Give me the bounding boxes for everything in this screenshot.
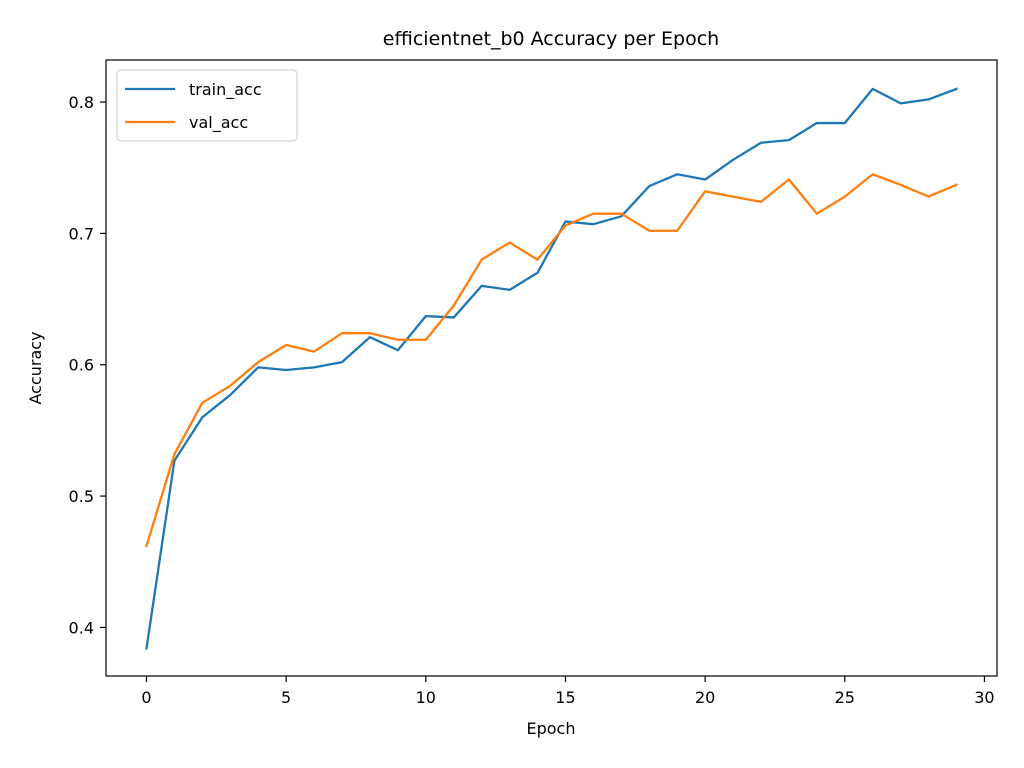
x-tick-label: 30: [974, 688, 994, 707]
x-tick-label: 0: [141, 688, 151, 707]
chart-title: efficientnet_b0 Accuracy per Epoch: [383, 28, 719, 50]
x-tick-label: 10: [416, 688, 436, 707]
x-tick-label: 5: [281, 688, 291, 707]
x-tick-label: 15: [555, 688, 575, 707]
series-line-train-acc: [145, 87, 958, 650]
series-layer: [145, 87, 959, 650]
x-axis-ticks: 0 5 10 15 20 25 30: [141, 676, 995, 707]
axes-frame: [105, 59, 998, 677]
y-axis-ticks: 0.4 0.5 0.6 0.7 0.8: [69, 93, 106, 637]
legend-label-train-acc: train_acc: [189, 80, 262, 100]
y-tick-label: 0.5: [69, 487, 94, 506]
x-tick-label: 20: [695, 688, 715, 707]
series-line-val-acc: [145, 173, 959, 548]
y-tick-label: 0.7: [69, 224, 94, 243]
y-tick-label: 0.6: [69, 356, 94, 375]
legend: train_acc val_acc: [116, 69, 298, 142]
x-tick-label: 25: [835, 688, 855, 707]
legend-box: [116, 69, 298, 142]
x-axis-label: Epoch: [527, 719, 576, 738]
y-tick-label: 0.4: [69, 618, 94, 637]
y-axis-label: Accuracy: [26, 331, 45, 404]
y-tick-label: 0.8: [69, 93, 94, 112]
legend-label-val-acc: val_acc: [189, 113, 248, 133]
